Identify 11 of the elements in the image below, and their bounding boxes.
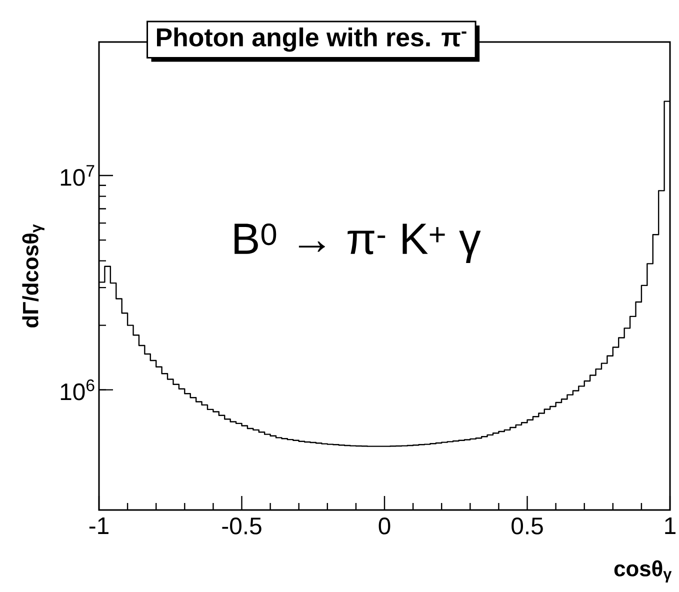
x-axis-title: cosθ$_{γ}$: [614, 560, 672, 582]
y-tick-label: 10$^{6}$: [60, 379, 94, 400]
y-axis-title: dΓ/dcosθ$_{γ}$: [22, 224, 44, 328]
chart-title: Photon angle with res. π$^{-}$: [157, 28, 466, 52]
x-tick-label: -1: [89, 518, 108, 534]
y-tick-label: 10$^{7}$: [60, 165, 94, 186]
annotation: B$^{0}$ → π$^{-}$ K$^{+}$ γ: [234, 223, 481, 263]
x-tick-label: 1: [665, 518, 676, 534]
x-tick-label: -0.5: [222, 518, 262, 534]
x-tick-label: 0: [378, 518, 390, 534]
x-tick-label: 0.5: [512, 518, 543, 534]
